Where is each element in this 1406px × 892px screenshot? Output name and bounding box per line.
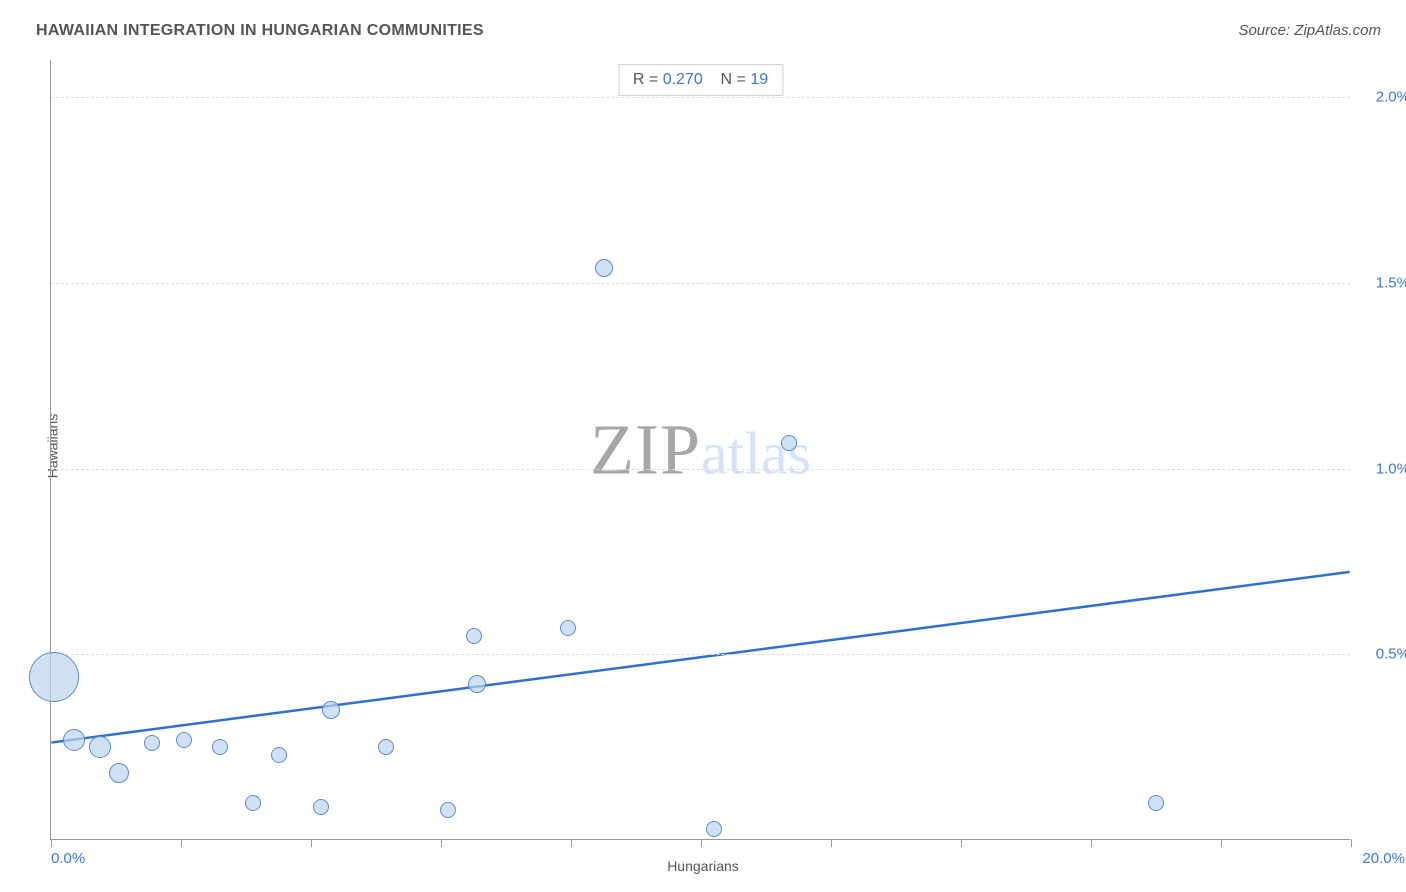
x-tick xyxy=(961,839,962,847)
data-point xyxy=(378,739,394,755)
gridline xyxy=(51,654,1350,655)
r-value: 0.270 xyxy=(663,71,703,88)
x-tick xyxy=(701,839,702,847)
data-point xyxy=(63,729,85,751)
watermark: ZIPatlas xyxy=(590,408,811,491)
data-point xyxy=(29,652,79,702)
data-point xyxy=(1148,795,1164,811)
x-tick xyxy=(571,839,572,847)
gridline xyxy=(51,469,1350,470)
data-point xyxy=(468,675,486,693)
x-tick xyxy=(1351,839,1352,847)
x-tick xyxy=(1091,839,1092,847)
x-tick xyxy=(51,839,52,847)
watermark-zip: ZIP xyxy=(590,409,701,489)
source-text: Source: ZipAtlas.com xyxy=(1238,22,1381,39)
data-point xyxy=(313,799,329,815)
x-tick xyxy=(311,839,312,847)
data-point xyxy=(176,732,192,748)
watermark-atlas: atlas xyxy=(701,420,811,486)
data-point xyxy=(271,747,287,763)
data-point xyxy=(466,628,482,644)
stats-box: R = 0.270 N = 19 xyxy=(618,64,783,96)
data-point xyxy=(245,795,261,811)
y-tick-label: 1.0% xyxy=(1360,460,1406,477)
data-point xyxy=(144,735,160,751)
data-point xyxy=(89,736,111,758)
x-tick xyxy=(831,839,832,847)
data-point xyxy=(109,763,129,783)
y-tick-label: 0.5% xyxy=(1360,646,1406,663)
r-label: R = xyxy=(633,71,658,88)
n-label: N = xyxy=(721,71,746,88)
x-tick xyxy=(1221,839,1222,847)
x-tick xyxy=(441,839,442,847)
data-point xyxy=(322,701,340,719)
x-tick-label-max: 20.0% xyxy=(1362,850,1405,867)
y-tick-label: 2.0% xyxy=(1360,89,1406,106)
n-value: 19 xyxy=(750,71,768,88)
data-point xyxy=(440,802,456,818)
data-point xyxy=(706,821,722,837)
x-tick xyxy=(181,839,182,847)
gridline xyxy=(51,283,1350,284)
data-point xyxy=(595,259,613,277)
x-axis-label: Hungarians xyxy=(667,858,739,874)
chart-title: HAWAIIAN INTEGRATION IN HUNGARIAN COMMUN… xyxy=(36,22,484,40)
gridline xyxy=(51,97,1350,98)
data-point xyxy=(560,620,576,636)
scatter-plot: ZIPatlas R = 0.270 N = 19 0.5%1.0%1.5%2.… xyxy=(50,60,1350,840)
x-tick-label-min: 0.0% xyxy=(51,850,85,867)
chart-svg xyxy=(51,60,1350,839)
data-point xyxy=(781,435,797,451)
data-point xyxy=(212,739,228,755)
trend-line xyxy=(51,572,1349,743)
y-tick-label: 1.5% xyxy=(1360,274,1406,291)
